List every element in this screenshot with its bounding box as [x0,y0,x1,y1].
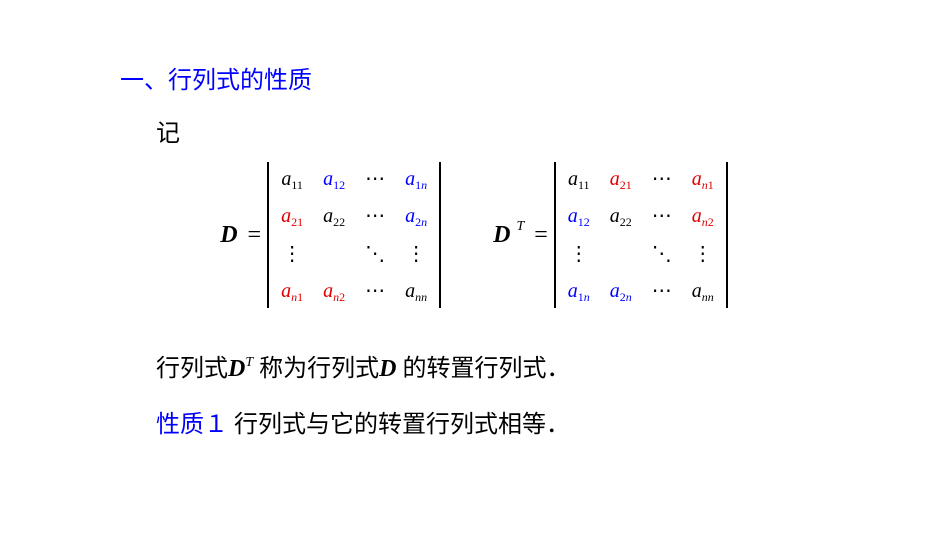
equation-DT: DT = a11a21⋯an1a12a22⋯an2⋮⋱⋮a1na2n⋯ann [493,160,730,310]
stmt-pre: 行列式 [156,356,228,382]
det-bar-right [439,162,441,308]
lead-text: 记 [156,113,830,148]
determinant-DT: a11a21⋯an1a12a22⋯an2⋮⋱⋮a1na2n⋯ann [552,160,730,310]
equation-row: D = a11a12⋯a1na21a22⋯a2n⋮⋱⋮an1an2⋯ann DT… [120,160,830,310]
stmt-D1: D [228,356,245,382]
det-bar-left [267,162,269,308]
property-1: 性质１ 行列式与它的转置行列式相等． [156,406,830,444]
DT-label: D [493,222,510,249]
DT-superscript: T [516,219,524,235]
statement-transpose: 行列式DT 称为行列式D 的转置行列式． [156,350,830,388]
stmt-D2: D [379,356,396,382]
equals-sign: = [534,222,548,249]
property-label: 性质１ [156,412,228,438]
property-text: 行列式与它的转置行列式相等． [228,412,570,438]
det-bar-left [554,162,556,308]
section-heading: 一、行列式的性质 [120,60,830,95]
stmt-T: T [245,355,253,370]
matrix-DT: a11a21⋯an1a12a22⋯an2⋮⋱⋮a1na2n⋯ann [558,160,724,310]
matrix-D: a11a12⋯a1na21a22⋯a2n⋮⋱⋮an1an2⋯ann [271,160,437,310]
stmt-mid: 称为行列式 [253,356,379,382]
det-bar-right [726,162,728,308]
stmt-post: 的转置行列式． [396,356,570,382]
equation-D: D = a11a12⋯a1na21a22⋯a2n⋮⋱⋮an1an2⋯ann [220,160,443,310]
D-label: D [220,222,237,249]
determinant-D: a11a12⋯a1na21a22⋯a2n⋮⋱⋮an1an2⋯ann [265,160,443,310]
equals-sign: = [248,222,262,249]
